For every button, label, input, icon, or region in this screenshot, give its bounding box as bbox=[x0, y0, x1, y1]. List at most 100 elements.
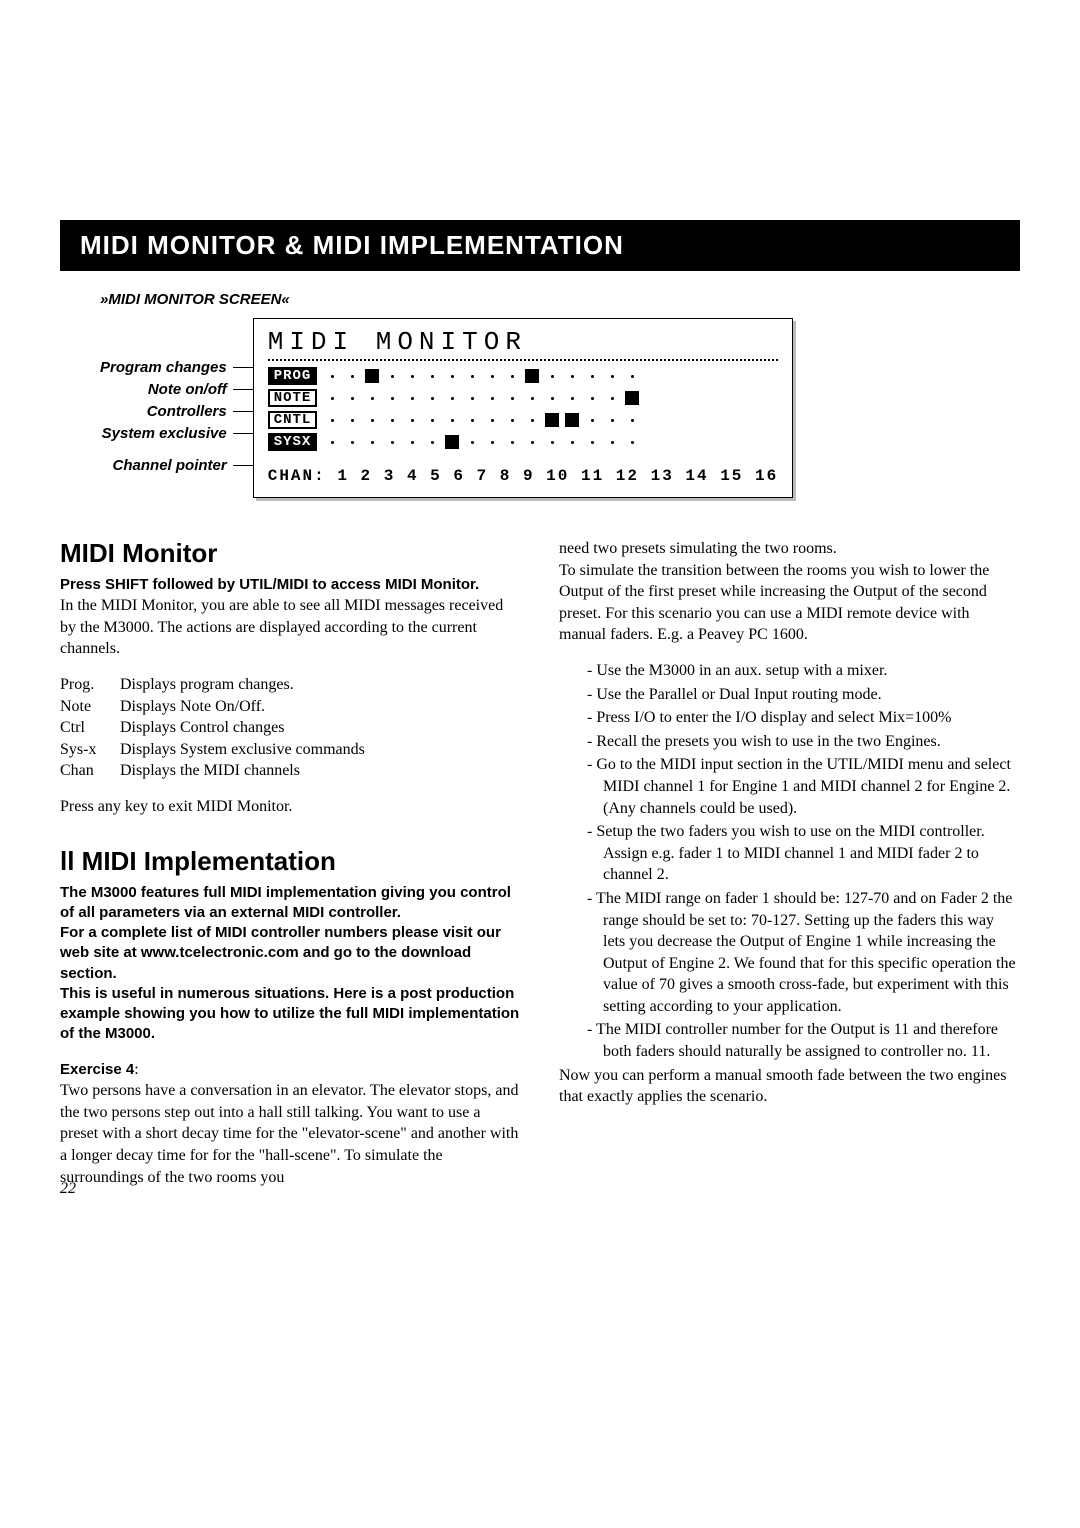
list-item: Use the Parallel or Dual Input routing m… bbox=[587, 684, 1020, 706]
monitor-title: MIDI MONITOR bbox=[268, 327, 778, 361]
impl-para-1: The M3000 features full MIDI implementat… bbox=[60, 883, 521, 924]
inactive-cell bbox=[545, 435, 559, 449]
inactive-cell bbox=[405, 413, 419, 427]
inactive-cell bbox=[325, 369, 339, 383]
inactive-cell bbox=[565, 391, 579, 405]
monitor-row: PROG bbox=[268, 365, 778, 387]
inactive-cell bbox=[425, 413, 439, 427]
continuation-2: To simulate the transition between the r… bbox=[559, 560, 1020, 646]
page-number: 22 bbox=[60, 1180, 76, 1198]
definition-row: CtrlDisplays Control changes bbox=[60, 717, 521, 739]
definition-row: Sys-xDisplays System exclusive commands bbox=[60, 739, 521, 761]
inactive-cell bbox=[385, 391, 399, 405]
inactive-cell bbox=[585, 435, 599, 449]
row-tag: PROG bbox=[268, 367, 318, 385]
midi-monitor-diagram: Program changesNote on/offControllersSys… bbox=[60, 318, 1020, 498]
inactive-cell bbox=[605, 413, 619, 427]
inactive-cell bbox=[445, 413, 459, 427]
inactive-cell bbox=[445, 369, 459, 383]
inactive-cell bbox=[365, 391, 379, 405]
active-cell bbox=[545, 413, 559, 427]
inactive-cell bbox=[445, 391, 459, 405]
active-cell bbox=[625, 391, 639, 405]
inactive-cell bbox=[505, 369, 519, 383]
press-any-key: Press any key to exit MIDI Monitor. bbox=[60, 796, 521, 818]
inactive-cell bbox=[345, 369, 359, 383]
inactive-cell bbox=[505, 435, 519, 449]
inactive-cell bbox=[605, 369, 619, 383]
inactive-cell bbox=[605, 391, 619, 405]
diagram-label: Note on/off bbox=[148, 378, 253, 400]
inactive-cell bbox=[425, 435, 439, 449]
exercise-title: Exercise 4 bbox=[60, 1061, 134, 1078]
monitor-row: CNTL bbox=[268, 409, 778, 431]
press-shift-text: Press SHIFT followed by UTIL/MIDI to acc… bbox=[60, 575, 521, 595]
closing-text: Now you can perform a manual smooth fade… bbox=[559, 1065, 1020, 1108]
row-tag: CNTL bbox=[268, 411, 318, 429]
monitor-row: NOTE bbox=[268, 387, 778, 409]
active-cell bbox=[525, 369, 539, 383]
inactive-cell bbox=[325, 413, 339, 427]
inactive-cell bbox=[465, 369, 479, 383]
inactive-cell bbox=[585, 391, 599, 405]
monitor-screen-box: MIDI MONITOR PROG NOTE CNTL SYSX CHAN: 1 2 … bbox=[253, 318, 793, 498]
midi-monitor-heading: MIDI Monitor bbox=[60, 538, 521, 569]
list-item: Go to the MIDI input section in the UTIL… bbox=[587, 754, 1020, 819]
inactive-cell bbox=[605, 435, 619, 449]
inactive-cell bbox=[565, 369, 579, 383]
inactive-cell bbox=[345, 391, 359, 405]
active-cell bbox=[445, 435, 459, 449]
diagram-label: Controllers bbox=[147, 400, 253, 422]
inactive-cell bbox=[525, 391, 539, 405]
inactive-cell bbox=[505, 391, 519, 405]
inactive-cell bbox=[625, 435, 639, 449]
inactive-cell bbox=[525, 413, 539, 427]
monitor-intro: In the MIDI Monitor, you are able to see… bbox=[60, 595, 521, 660]
definition-row: Prog.Displays program changes. bbox=[60, 674, 521, 696]
inactive-cell bbox=[405, 391, 419, 405]
list-item: The MIDI controller number for the Outpu… bbox=[587, 1019, 1020, 1062]
monitor-row: SYSX bbox=[268, 431, 778, 453]
screen-label: »MIDI MONITOR SCREEN« bbox=[100, 291, 1020, 308]
inactive-cell bbox=[465, 435, 479, 449]
impl-para-3: This is useful in numerous situations. H… bbox=[60, 984, 521, 1045]
inactive-cell bbox=[485, 435, 499, 449]
definition-row: NoteDisplays Note On/Off. bbox=[60, 696, 521, 718]
inactive-cell bbox=[365, 413, 379, 427]
list-item: Use the M3000 in an aux. setup with a mi… bbox=[587, 660, 1020, 682]
inactive-cell bbox=[485, 391, 499, 405]
right-column: need two presets simulating the two room… bbox=[559, 538, 1020, 1188]
inactive-cell bbox=[385, 369, 399, 383]
definitions-table: Prog.Displays program changes.NoteDispla… bbox=[60, 674, 521, 782]
inactive-cell bbox=[405, 369, 419, 383]
impl-para-2: For a complete list of MIDI controller n… bbox=[60, 923, 521, 984]
section-banner: MIDI MONITOR & MIDI IMPLEMENTATION bbox=[60, 220, 1020, 271]
inactive-cell bbox=[485, 369, 499, 383]
row-tag: NOTE bbox=[268, 389, 318, 407]
inactive-cell bbox=[365, 435, 379, 449]
channel-pointer-row: CHAN: 1 2 3 4 5 6 7 8 9 10 11 12 13 14 1… bbox=[268, 467, 778, 485]
exercise-body: Two persons have a conversation in an el… bbox=[60, 1080, 521, 1188]
inactive-cell bbox=[425, 391, 439, 405]
inactive-cell bbox=[625, 413, 639, 427]
active-cell bbox=[565, 413, 579, 427]
inactive-cell bbox=[565, 435, 579, 449]
inactive-cell bbox=[325, 435, 339, 449]
active-cell bbox=[365, 369, 379, 383]
diagram-side-labels: Program changesNote on/offControllersSys… bbox=[100, 318, 253, 498]
diagram-label: System exclusive bbox=[102, 422, 253, 444]
inactive-cell bbox=[505, 413, 519, 427]
diagram-label: Channel pointer bbox=[113, 454, 253, 476]
inactive-cell bbox=[385, 413, 399, 427]
left-column: MIDI Monitor Press SHIFT followed by UTI… bbox=[60, 538, 521, 1188]
list-item: Setup the two faders you wish to use on … bbox=[587, 821, 1020, 886]
inactive-cell bbox=[345, 413, 359, 427]
inactive-cell bbox=[325, 391, 339, 405]
list-item: Recall the presets you wish to use in th… bbox=[587, 731, 1020, 753]
steps-list: Use the M3000 in an aux. setup with a mi… bbox=[559, 660, 1020, 1063]
inactive-cell bbox=[545, 369, 559, 383]
chan-values: 1 2 3 4 5 6 7 8 9 10 11 12 13 14 15 16 bbox=[337, 467, 778, 485]
inactive-cell bbox=[385, 435, 399, 449]
inactive-cell bbox=[525, 435, 539, 449]
list-item: Press I/O to enter the I/O display and s… bbox=[587, 707, 1020, 729]
